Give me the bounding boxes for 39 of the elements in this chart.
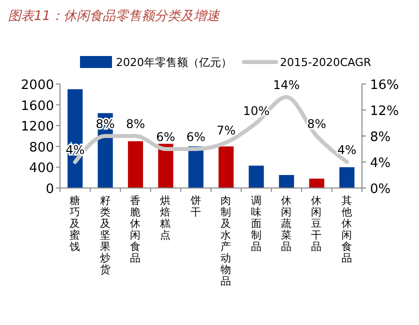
x-tick-label: 香脆休闲食品 [130, 194, 141, 264]
bar [339, 167, 354, 188]
y-tick-label: 400 [29, 161, 54, 176]
x-tick-label: 籽类及坚果炒货 [100, 195, 111, 276]
data-label: 10% [242, 104, 270, 118]
bar [309, 178, 324, 188]
y2-tick-label: 8% [370, 130, 391, 145]
legend-label: 2015-2020CAGR [280, 56, 372, 69]
data-label: 8% [126, 117, 146, 131]
y-tick-label: 0 [46, 182, 54, 197]
x-tick-label: 休闲蔬菜品 [281, 195, 292, 253]
legend-label: 2020年零售额（亿元） [116, 56, 232, 69]
chart-title: 图表11：休闲食品零售额分类及增速 [8, 9, 221, 24]
y2-tick-label: 0% [370, 182, 391, 197]
y2-tick-label: 12% [370, 104, 399, 119]
y-tick-label: 1200 [20, 120, 54, 135]
x-tick-label: 肉制及水产动物品 [220, 195, 232, 288]
y2-tick-label: 16% [370, 78, 399, 93]
bar [278, 175, 294, 188]
bar [158, 144, 174, 188]
y2-tick-label: 4% [370, 156, 391, 171]
y-tick-label: 800 [29, 140, 54, 156]
bar [248, 166, 264, 188]
y-tick-label: 1600 [20, 98, 54, 114]
data-label: 4% [337, 143, 356, 157]
data-label: 7% [216, 124, 236, 138]
x-tick-label: 饼干 [189, 194, 202, 218]
data-label: 14% [273, 78, 300, 92]
bar [218, 146, 234, 188]
x-tick-label: 其他休闲食品 [341, 194, 352, 264]
bar [128, 141, 144, 188]
x-tick-label: 烘焙糕点 [160, 194, 172, 242]
x-tick-label: 休闲豆干品 [311, 195, 322, 253]
x-tick-label: 糖巧及蜜饯 [68, 194, 81, 253]
y-tick-label: 2000 [20, 78, 54, 93]
data-label: 6% [186, 130, 206, 144]
data-label: 6% [156, 130, 176, 144]
data-label: 8% [307, 117, 326, 131]
x-tick-label: 调味面制品 [250, 195, 262, 253]
